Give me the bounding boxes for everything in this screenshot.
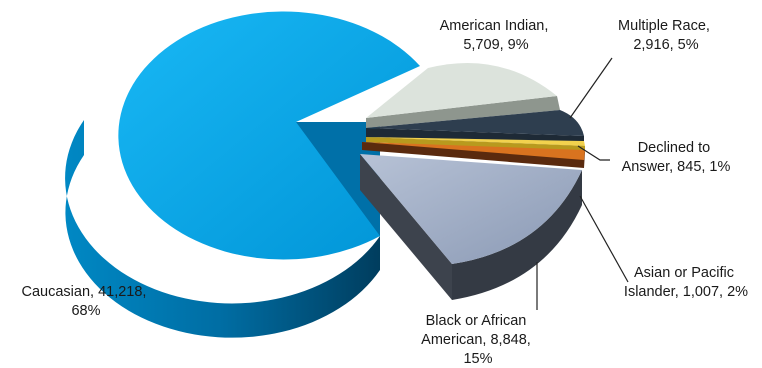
slice-side — [366, 96, 560, 128]
label-american-indian: American Indian, 5,709, 9% — [440, 18, 553, 53]
slice-side — [362, 142, 585, 168]
label-black-or-african-american: Black or African American, 8,848, 15% — [421, 313, 535, 367]
leader-line-asian — [579, 195, 629, 283]
pie-slice-american-indian — [366, 62, 560, 128]
label-multiple-race: Multiple Race, 2,916, 5% — [618, 18, 714, 53]
data-labels: American Indian, 5,709, 9% Multiple Race… — [22, 18, 749, 367]
leader-lines — [536, 57, 629, 310]
pie-slice-caucasian — [65, 11, 421, 338]
label-declined-to-answer: Declined to Answer, 845, 1% — [622, 140, 731, 175]
pie-slice-asian-or-pacific-islander — [362, 142, 585, 168]
slice-side — [360, 154, 452, 300]
slice-top — [366, 62, 557, 118]
label-caucasian: Caucasian, 41,218, 68% — [22, 284, 151, 319]
label-asian-or-pacific-islander: Asian or Pacific Islander, 1,007, 2% — [624, 265, 748, 300]
leader-line-declined — [577, 145, 610, 161]
pie-slice-black-or-african-american — [360, 154, 582, 300]
slice-top — [360, 154, 582, 264]
slice-top — [118, 11, 421, 260]
leader-line-multiple-race — [569, 57, 613, 119]
slice-top — [366, 110, 584, 136]
slice-side-outer — [452, 170, 582, 300]
slice-top — [362, 142, 585, 160]
slice-top — [366, 137, 585, 146]
